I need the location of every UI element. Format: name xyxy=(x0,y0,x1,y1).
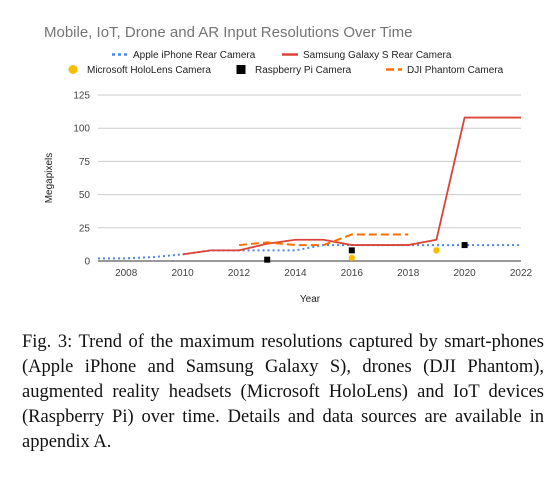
microsoft-hololens-camera-point xyxy=(348,254,355,262)
x-tick-label: 2022 xyxy=(510,268,533,279)
microsoft-hololens-camera-legend-swatch xyxy=(68,65,78,74)
samsung-galaxy-s-rear-camera-legend-label: Samsung Galaxy S Rear Camera xyxy=(303,50,452,61)
x-tick-label: 2016 xyxy=(341,268,364,279)
x-tick-label: 2010 xyxy=(171,268,194,279)
x-tick-label: 2008 xyxy=(115,268,138,279)
chart-ticks: 0 25 50 75 100 125 2008 2010 2012 2014 2016 2018 202… xyxy=(73,91,532,280)
y-tick-label: 100 xyxy=(73,124,90,135)
y-tick-label: 50 xyxy=(79,190,91,201)
x-axis-label: Year xyxy=(300,294,321,305)
x-tick-label: 2018 xyxy=(397,268,420,279)
microsoft-hololens-camera-legend-label: Microsoft HoloLens Camera xyxy=(87,65,211,76)
samsung-galaxy-s-rear-camera-line xyxy=(182,116,521,256)
x-tick-label: 2020 xyxy=(453,268,476,279)
y-tick-label: 125 xyxy=(73,91,90,102)
chart-gridlines xyxy=(98,94,521,262)
microsoft-hololens-camera-point xyxy=(433,247,440,254)
y-tick-label: 75 xyxy=(79,157,91,168)
chart-title: Mobile, IoT, Drone and AR Input Resoluti… xyxy=(44,24,413,41)
raspberry-pi-camera-legend-swatch xyxy=(236,65,246,74)
x-tick-label: 2012 xyxy=(228,268,251,279)
resolution-chart: Mobile, IoT, Drone and AR Input Resoluti… xyxy=(44,24,533,305)
apple-iphone-rear-camera-line xyxy=(98,244,521,260)
chart-series xyxy=(98,116,521,263)
y-axis-label: Megapixels xyxy=(44,153,55,204)
dji-phantom-camera-legend-label: DJI Phantom Camera xyxy=(407,65,504,76)
figure-caption: Fig. 3: Trend of the maximum resolutions… xyxy=(22,332,544,452)
raspberry-pi-camera-legend-label: Raspberry Pi Camera xyxy=(255,65,352,76)
raspberry-pi-camera-point xyxy=(461,242,468,249)
x-tick-label: 2014 xyxy=(284,268,307,279)
raspberry-pi-camera-point xyxy=(348,247,355,254)
apple-iphone-rear-camera-legend-label: Apple iPhone Rear Camera xyxy=(133,50,256,61)
dji-phantom-camera-line xyxy=(238,233,409,247)
y-tick-label: 25 xyxy=(79,223,91,234)
chart-legend: Apple iPhone Rear Camera Samsung Galaxy S… xyxy=(68,50,504,76)
raspberry-pi-camera-point xyxy=(264,256,271,263)
y-tick-label: 0 xyxy=(84,257,90,268)
